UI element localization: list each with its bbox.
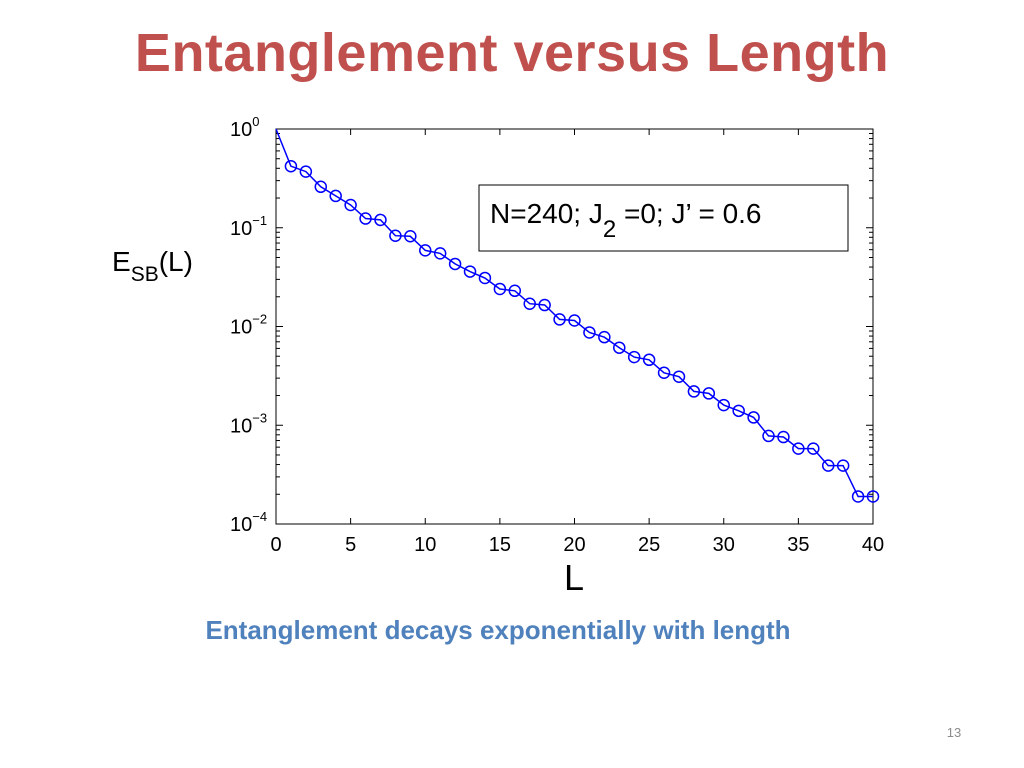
y-tick-label: 10−1 <box>230 213 267 240</box>
data-point <box>583 326 596 339</box>
data-point <box>747 411 760 424</box>
annotation-subscript: 2 <box>603 216 616 243</box>
annotation-text: N=240; J2 =0; J’ = 0.6 <box>490 198 762 243</box>
data-point <box>568 314 581 327</box>
data-point <box>807 442 820 455</box>
data-point <box>672 370 686 383</box>
x-tick-label: 0 <box>270 534 281 556</box>
data-point <box>478 271 492 285</box>
data-point <box>702 387 716 400</box>
chart: 0 5 10 15 20 25 30 35 40 100 10−1 10−2 10−3 10−4 N=24… <box>112 114 884 598</box>
series-layer <box>275 128 880 503</box>
data-point <box>299 165 313 178</box>
x-axis-label: L <box>564 557 584 598</box>
x-tick-label: 25 <box>638 534 660 556</box>
x-tick-label: 35 <box>787 534 809 556</box>
data-point <box>508 284 522 298</box>
y-tick-label: 100 <box>230 114 259 141</box>
data-point <box>374 213 387 227</box>
x-tick-label: 40 <box>862 534 884 556</box>
data-point <box>657 366 671 380</box>
data-point <box>687 385 701 398</box>
annotation-box <box>478 184 849 252</box>
y-tick-label: 10−3 <box>230 410 267 437</box>
data-point <box>851 490 865 503</box>
data-point <box>344 198 357 212</box>
data-point <box>284 159 298 173</box>
data-point <box>448 257 462 271</box>
data-point <box>732 404 745 418</box>
x-tick-label: 10 <box>414 534 436 556</box>
page-number: 13 <box>946 725 962 740</box>
data-point <box>359 212 372 225</box>
data-point <box>613 341 626 354</box>
data-point <box>314 180 328 194</box>
data-point <box>717 398 730 412</box>
data-point <box>538 298 551 312</box>
data-point <box>627 350 641 364</box>
data-point <box>553 313 566 326</box>
data-point <box>389 229 402 242</box>
data-point <box>821 459 835 472</box>
x-tick-label: 20 <box>563 534 585 556</box>
y-axis-label: ESB(L) <box>112 246 193 286</box>
y-tick-label: 10−4 <box>230 509 267 536</box>
x-tick-label: 5 <box>345 534 356 556</box>
data-point <box>419 244 432 257</box>
data-point <box>762 429 775 443</box>
y-axis-label-main: E <box>112 246 131 277</box>
data-point <box>642 353 656 367</box>
annotation-prefix: N=240; J <box>490 198 603 229</box>
slide-caption: Entanglement decays exponentially with l… <box>205 615 791 645</box>
y-tick-label: 10−2 <box>230 312 267 339</box>
y-axis-label-sub: SB <box>131 263 159 286</box>
data-point <box>777 430 790 444</box>
data-point <box>404 230 417 243</box>
data-point <box>523 297 536 310</box>
x-tick-label: 30 <box>713 534 735 556</box>
data-point <box>493 282 507 296</box>
axis-ticks: 0 5 10 15 20 25 30 35 40 100 10−1 10−2 10−3 10−4 <box>230 114 884 556</box>
x-tick-label: 15 <box>489 534 511 556</box>
data-point <box>598 330 611 344</box>
slide-title: Entanglement versus Length <box>134 23 890 83</box>
data-point <box>463 265 477 278</box>
annotation-suffix: =0; J’ = 0.6 <box>616 198 761 229</box>
data-point <box>866 490 880 503</box>
y-axis-label-tail: (L) <box>159 246 193 277</box>
data-point <box>836 459 850 472</box>
data-point <box>433 247 447 260</box>
data-point <box>329 189 342 203</box>
data-point <box>792 442 805 455</box>
